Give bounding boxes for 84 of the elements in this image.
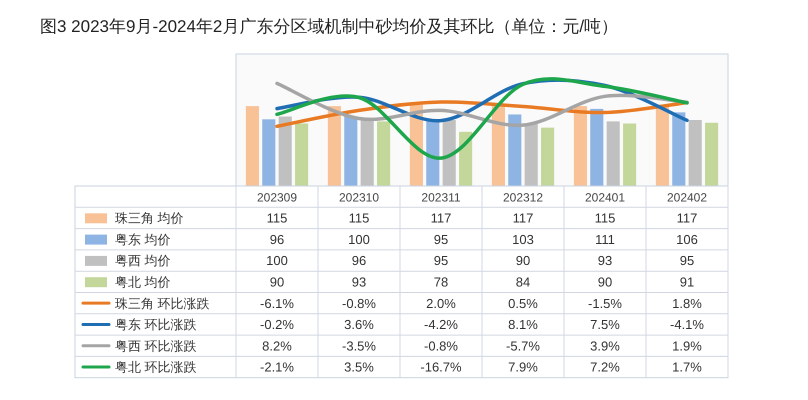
data-label: 96	[270, 232, 284, 247]
data-label: 7.5%	[590, 317, 620, 332]
data-label: 84	[516, 274, 530, 290]
data-label: 115	[266, 210, 288, 226]
data-label: -4.2%	[424, 317, 458, 332]
data-label: 115	[348, 210, 370, 226]
data-label: 90	[516, 253, 530, 268]
data-label: 93	[352, 274, 366, 290]
data-label: 96	[352, 253, 366, 268]
legend-label: 粤西 环比涨跌	[115, 338, 197, 354]
bar	[426, 120, 440, 186]
bar	[656, 104, 669, 186]
bar	[328, 106, 341, 186]
data-label: 117	[430, 210, 452, 226]
bar	[360, 119, 374, 186]
data-label: 8.1%	[508, 317, 538, 332]
data-label: 111	[595, 232, 615, 247]
bar	[524, 123, 538, 186]
data-label: 115	[594, 210, 616, 226]
legend-label: 粤东 均价	[115, 232, 171, 247]
legend-label: 珠三角 环比涨跌	[115, 296, 210, 311]
data-label: 117	[676, 210, 698, 226]
data-label: 7.9%	[508, 360, 538, 375]
x-tick-label: 202309	[256, 190, 298, 204]
data-label: 7.2%	[590, 360, 620, 375]
data-label: 3.5%	[344, 360, 374, 375]
data-label: -6.1%	[260, 296, 294, 311]
data-label: -2.1%	[260, 360, 294, 375]
data-label: 95	[434, 253, 448, 268]
legend-label: 粤北 均价	[115, 274, 171, 290]
bar	[262, 119, 276, 186]
x-tick-label: 202401	[584, 190, 626, 204]
x-tick-label: 202311	[421, 190, 461, 204]
bar	[541, 128, 554, 186]
data-label: 8.2%	[262, 338, 292, 354]
data-label: 3.9%	[590, 338, 620, 354]
bar	[278, 116, 292, 186]
bar	[672, 112, 686, 186]
bar	[574, 106, 587, 186]
data-label: 1.8%	[672, 296, 702, 311]
data-label: 1.7%	[672, 360, 702, 375]
data-label: 100	[348, 232, 370, 247]
data-label: 106	[676, 232, 698, 247]
bar	[246, 106, 259, 186]
bar	[295, 123, 308, 186]
bar	[442, 120, 456, 186]
data-label: 90	[598, 274, 612, 290]
bar	[705, 122, 718, 186]
data-label: -1.5%	[588, 296, 622, 311]
x-tick-label: 202312	[502, 190, 544, 204]
data-label: 2.0%	[426, 296, 456, 311]
bar	[688, 120, 702, 186]
data-label: 0.5%	[508, 296, 538, 311]
data-label: 103	[512, 232, 534, 247]
data-label: 117	[512, 210, 534, 226]
bar	[508, 114, 522, 186]
chart-title: 图3 2023年9月-2024年2月广东分区域机制中砂均价及其环比（单位：元/吨）	[40, 17, 618, 36]
data-label: -0.2%	[260, 317, 294, 332]
data-label: 100	[266, 253, 288, 268]
data-label: 93	[598, 253, 612, 268]
data-label: 95	[434, 232, 448, 247]
data-label: 90	[270, 274, 284, 290]
x-tick-label: 202402	[666, 190, 708, 204]
bar	[623, 123, 636, 186]
bar	[377, 121, 390, 186]
data-label: 78	[434, 274, 448, 290]
legend-label: 粤北 环比涨跌	[115, 360, 197, 375]
bar	[606, 121, 620, 186]
data-label: -0.8%	[342, 296, 376, 311]
x-tick-label: 202310	[338, 190, 380, 204]
bar	[590, 108, 604, 186]
bar	[344, 116, 358, 186]
data-label: 1.9%	[672, 338, 702, 354]
legend-label: 粤东 环比涨跌	[115, 317, 197, 332]
data-label: 3.6%	[344, 317, 374, 332]
data-label: 95	[680, 253, 694, 268]
legend-label: 珠三角 均价	[115, 210, 184, 226]
data-label: 91	[680, 274, 694, 290]
data-label: -5.7%	[506, 338, 540, 354]
data-label: -0.8%	[424, 338, 458, 354]
data-label: -3.5%	[342, 338, 376, 354]
data-label: -4.1%	[670, 317, 704, 332]
data-label: -16.7%	[420, 360, 462, 375]
legend-label: 粤西 均价	[115, 253, 171, 268]
